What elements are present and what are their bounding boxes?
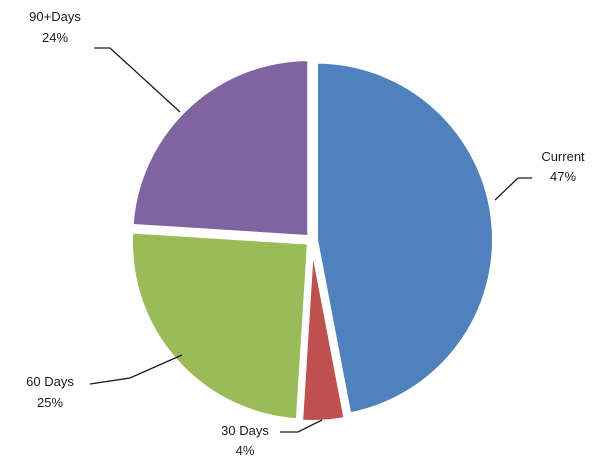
- leader-line-60-days: [89, 354, 183, 385]
- leader-line-current: [494, 177, 532, 201]
- pie-slice-90-days: [129, 57, 312, 240]
- leader-line-30-days: [280, 419, 323, 433]
- data-label-30-days-name: 30 Days: [221, 423, 269, 438]
- data-label-current-name: Current: [541, 149, 585, 164]
- pie-slices: [129, 57, 496, 424]
- leader-line-90-days: [94, 47, 181, 113]
- pie-slice-current: [313, 59, 496, 417]
- data-label-30-days-pct: 4%: [236, 443, 255, 458]
- pie-slice-60-days: [129, 229, 311, 423]
- pie-slice-30-days: [299, 241, 348, 424]
- data-label-60-days-pct: 25%: [37, 395, 63, 410]
- data-label-90-days-name: 90+Days: [29, 9, 81, 24]
- data-label-90-days-pct: 24%: [42, 30, 68, 45]
- data-label-60-days-name: 60 Days: [26, 374, 74, 389]
- data-label-current-pct: 47%: [550, 169, 576, 184]
